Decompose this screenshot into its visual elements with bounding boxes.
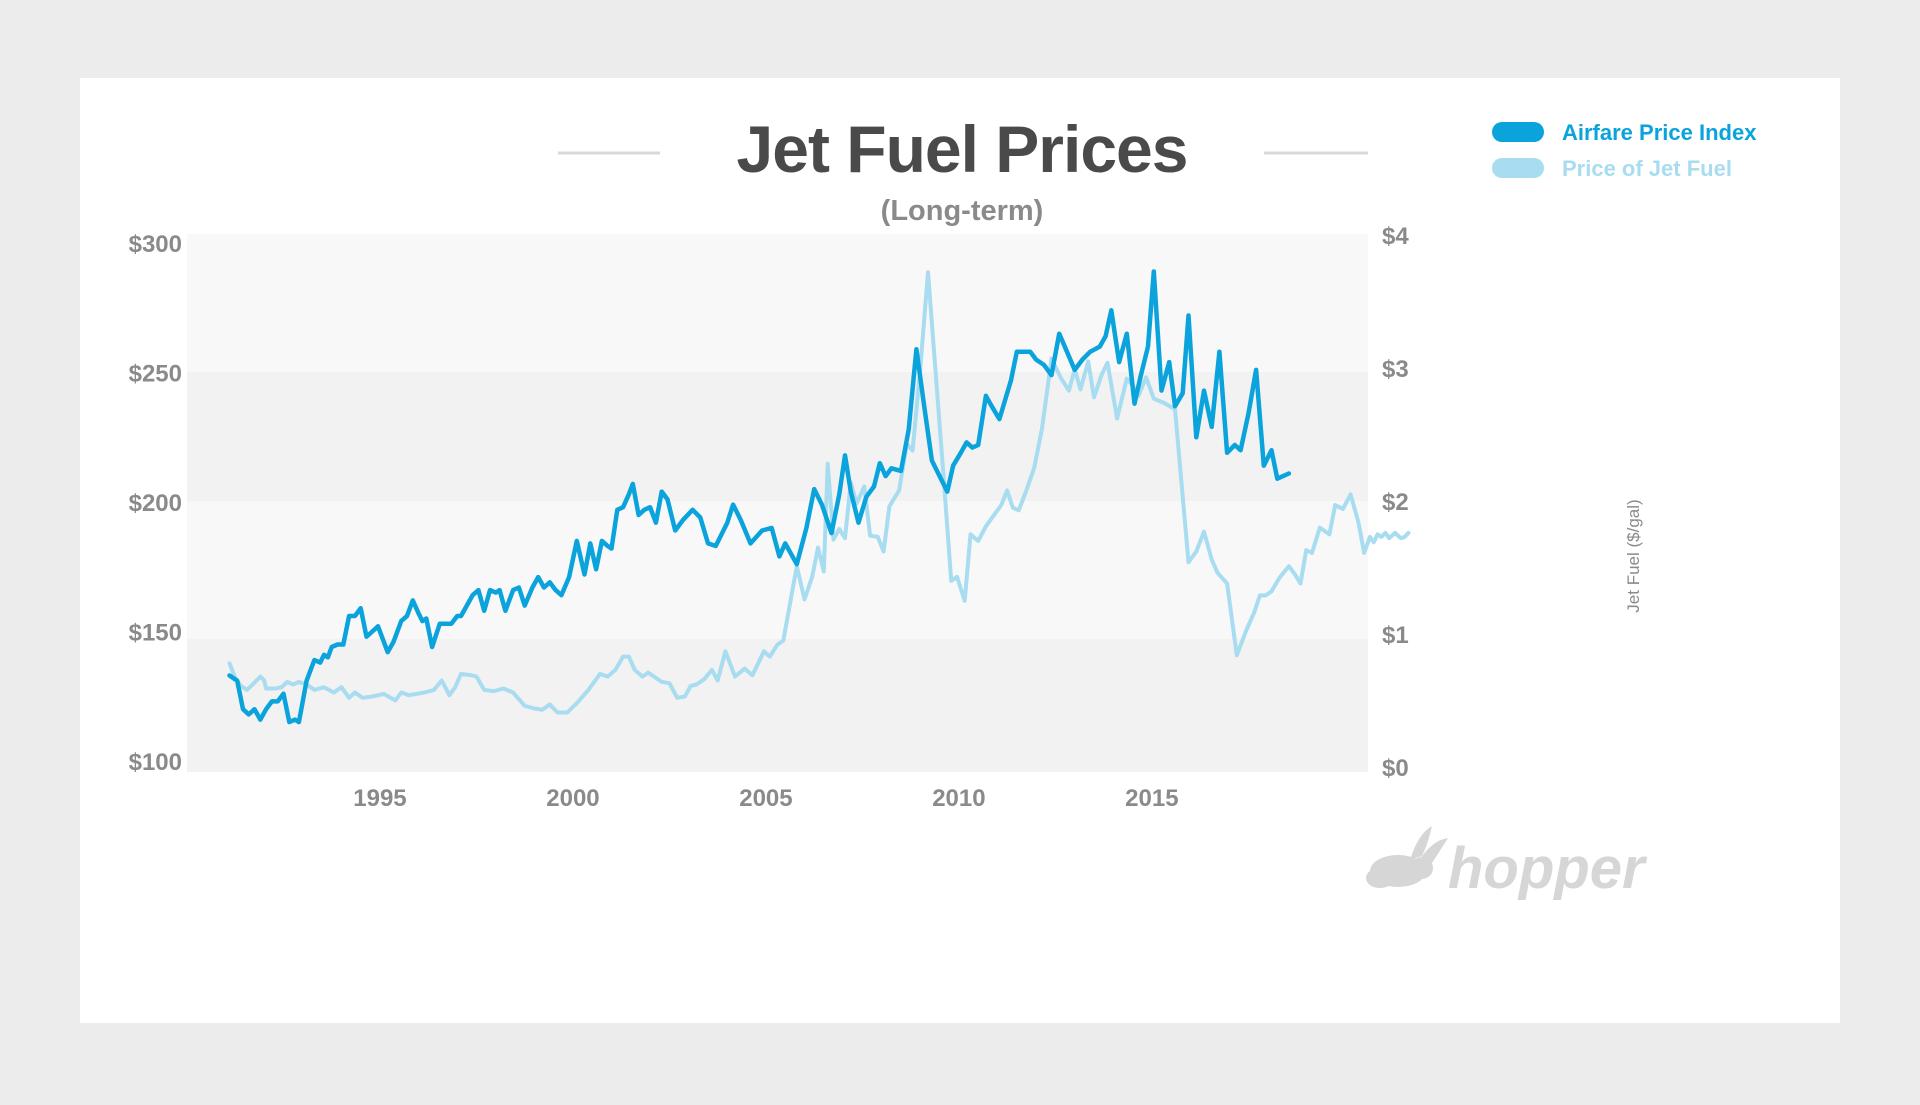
plot-band xyxy=(187,639,1368,772)
x-tick-label: 2005 xyxy=(739,785,792,812)
plot-background-bands xyxy=(187,234,1368,772)
plot-band xyxy=(187,372,1368,501)
legend: Airfare Price Index Price of Jet Fuel xyxy=(1492,120,1757,181)
series-line-jet-fuel xyxy=(227,270,1411,715)
x-tick-label: 1995 xyxy=(353,785,406,812)
left-tick-label: $250 xyxy=(129,361,182,388)
x-axis: 1995 2000 2005 2010 2015 xyxy=(353,785,1178,812)
chart-title: Jet Fuel Prices xyxy=(737,112,1188,186)
plot-band xyxy=(187,501,1368,639)
chart-card: Jet Fuel Prices (Long-term) Airfare Pric… xyxy=(80,78,1840,1023)
right-tick-label: $4 xyxy=(1382,223,1409,250)
legend-swatch-airfare xyxy=(1492,122,1544,142)
right-axis-label: Jet Fuel ($/gal) xyxy=(1624,499,1643,612)
bunny-icon xyxy=(1366,826,1448,888)
left-axis: $100 $150 $200 $250 $300 xyxy=(129,231,182,776)
x-tick-label: 2010 xyxy=(932,785,985,812)
jet-fuel-chart: Jet Fuel Prices (Long-term) Airfare Pric… xyxy=(129,112,1758,901)
series-layer xyxy=(227,269,1411,725)
right-tick-label: $1 xyxy=(1382,622,1409,649)
hopper-watermark: hopper xyxy=(1366,826,1648,901)
left-tick-label: $200 xyxy=(129,490,182,517)
series-line-airfare xyxy=(227,269,1292,725)
right-tick-label: $0 xyxy=(1382,755,1409,782)
chart-subtitle: (Long-term) xyxy=(881,195,1044,227)
watermark-text: hopper xyxy=(1448,836,1648,901)
right-tick-label: $3 xyxy=(1382,356,1409,383)
legend-label-jet-fuel: Price of Jet Fuel xyxy=(1562,156,1732,181)
left-tick-label: $150 xyxy=(129,620,182,647)
right-axis: $0 $1 $2 $3 $4 xyxy=(1382,223,1409,782)
left-tick-label: $100 xyxy=(129,749,182,776)
plot-band xyxy=(187,234,1368,372)
right-tick-label: $2 xyxy=(1382,489,1409,516)
left-tick-label: $300 xyxy=(129,231,182,258)
x-tick-label: 2000 xyxy=(546,785,599,812)
legend-swatch-jet-fuel xyxy=(1492,158,1544,178)
legend-label-airfare: Airfare Price Index xyxy=(1562,120,1757,145)
x-tick-label: 2015 xyxy=(1125,785,1178,812)
